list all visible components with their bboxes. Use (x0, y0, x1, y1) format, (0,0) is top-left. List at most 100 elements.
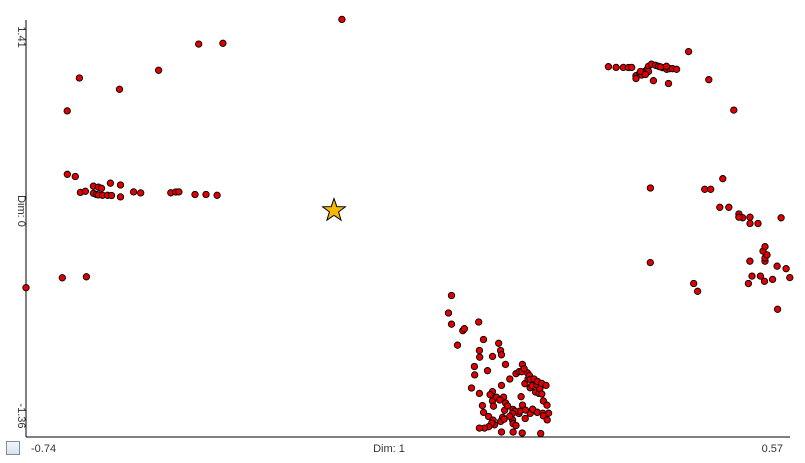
data-point (75, 74, 84, 82)
data-point (777, 214, 785, 222)
data-point (730, 106, 738, 114)
data-point (760, 277, 769, 285)
star-marker-icon (321, 196, 347, 222)
data-point (773, 262, 781, 270)
data-point (719, 175, 727, 183)
data-point (453, 341, 462, 349)
data-point (646, 258, 654, 267)
data-point (202, 190, 210, 199)
data-point (509, 428, 517, 436)
data-point (521, 414, 529, 423)
data-point (478, 401, 487, 410)
data-point (538, 390, 546, 398)
data-point (725, 203, 733, 211)
data-point (486, 391, 494, 399)
marker-layer (321, 196, 347, 222)
data-point (707, 185, 715, 193)
data-point (475, 424, 484, 432)
data-point (470, 362, 479, 371)
data-point (506, 375, 514, 383)
x-tick-min: -0.74 (31, 443, 56, 455)
data-point (701, 185, 709, 193)
options-checkbox[interactable] (6, 441, 20, 455)
data-point (475, 346, 484, 355)
data-point (22, 284, 30, 292)
data-point (542, 381, 550, 390)
data-point (497, 351, 506, 359)
x-tick-max: 0.57 (762, 443, 783, 455)
data-point (479, 335, 488, 344)
data-point (746, 219, 754, 228)
data-point (479, 408, 488, 417)
data-point (754, 219, 762, 228)
data-point (447, 320, 456, 328)
data-point (782, 265, 790, 273)
data-point (483, 367, 492, 375)
data-point (672, 65, 681, 73)
data-point (471, 371, 479, 379)
data-point (506, 412, 514, 420)
data-point (154, 66, 163, 74)
data-point (107, 191, 116, 200)
data-point (604, 63, 613, 71)
data-point (684, 47, 693, 56)
data-point (219, 39, 227, 47)
data-point (495, 339, 503, 347)
data-point (63, 170, 71, 178)
data-point (744, 279, 753, 288)
data-point (649, 77, 658, 85)
data-point (476, 353, 484, 361)
data-point (735, 213, 743, 221)
data-point (447, 291, 456, 300)
data-point (338, 15, 346, 24)
data-point (705, 76, 713, 84)
data-point (518, 429, 526, 437)
data-point (129, 188, 138, 196)
data-point (517, 393, 525, 401)
data-point (116, 181, 125, 189)
data-point (191, 190, 199, 199)
data-point (195, 40, 203, 48)
data-point (662, 62, 671, 70)
data-point (612, 63, 620, 72)
data-point (773, 305, 782, 313)
data-point (503, 402, 512, 410)
data-point (746, 213, 754, 221)
data-point (500, 415, 508, 423)
y-tick-min: -1.36 (15, 403, 27, 428)
data-point (786, 273, 794, 282)
data-point (768, 275, 777, 284)
data-point (489, 402, 498, 410)
data-point (646, 184, 655, 192)
data-point (106, 179, 115, 187)
data-point (475, 389, 484, 398)
data-point (175, 188, 183, 196)
data-point (81, 187, 90, 195)
data-point (521, 406, 530, 414)
data-point (501, 360, 510, 369)
data-point (497, 381, 506, 390)
data-point (82, 273, 91, 281)
data-point (716, 203, 724, 211)
data-point (115, 85, 124, 93)
data-point (656, 63, 665, 71)
data-point (761, 242, 769, 251)
data-point (213, 191, 221, 199)
data-point (632, 74, 640, 83)
data-point (512, 421, 520, 430)
data-point (763, 251, 771, 259)
y-axis-label: Dim: 0 (15, 195, 27, 227)
data-point (488, 352, 497, 361)
data-point (746, 257, 754, 265)
data-point (97, 184, 106, 192)
data-point (116, 193, 125, 201)
data-point (63, 107, 71, 115)
data-point (520, 365, 528, 373)
data-point (756, 272, 765, 280)
data-point (748, 272, 756, 280)
data-point (58, 274, 66, 282)
data-point (543, 401, 551, 409)
data-point (444, 309, 453, 317)
data-point (628, 63, 636, 72)
